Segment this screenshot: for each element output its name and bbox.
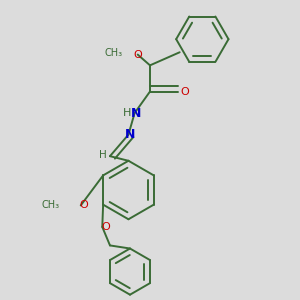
Text: CH₃: CH₃	[104, 48, 122, 58]
Text: N: N	[125, 128, 135, 141]
Text: H: H	[99, 150, 107, 160]
Text: CH₃: CH₃	[41, 200, 59, 210]
Text: O: O	[101, 222, 110, 232]
Text: O: O	[180, 86, 189, 97]
Text: H: H	[123, 108, 131, 118]
Text: N: N	[131, 106, 141, 120]
Text: O: O	[80, 200, 88, 210]
Text: O: O	[133, 50, 142, 60]
